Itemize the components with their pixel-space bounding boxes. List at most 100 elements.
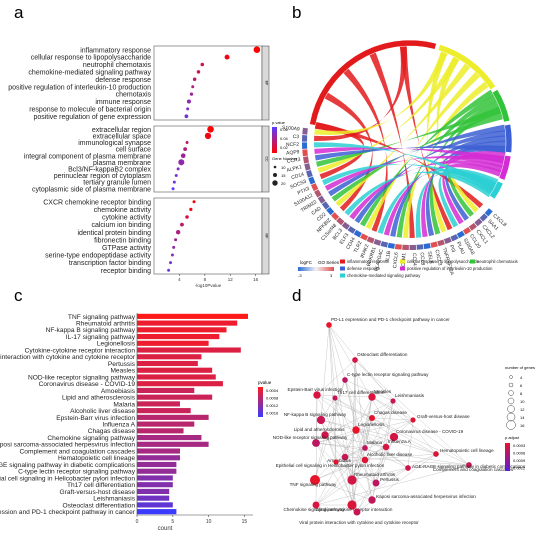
- network-edge: [324, 400, 394, 436]
- legend-size-tick: 14: [520, 415, 525, 420]
- legend-count-tick: 20: [281, 181, 286, 186]
- legend-size-tick: 6: [520, 383, 523, 388]
- bar: [137, 408, 191, 414]
- network-edge: [316, 359, 356, 396]
- gene-label: CCR3: [286, 157, 301, 165]
- facet-strip-label: BP: [265, 81, 269, 86]
- network-node: [347, 500, 357, 510]
- network-edge: [315, 394, 318, 506]
- bar: [137, 320, 238, 326]
- network-edge: [334, 397, 437, 455]
- network-node: [326, 322, 332, 328]
- legend-count-title: Gene Number: [272, 156, 298, 161]
- bar: [137, 509, 177, 515]
- network-edge: [364, 396, 373, 449]
- gene-label: CXCL3: [433, 249, 443, 266]
- network-node-label: TNF signaling pathway: [290, 482, 337, 487]
- gene-label: CD14: [291, 172, 305, 182]
- go-term-dot: [186, 107, 190, 111]
- category-label: Cytokine-cytokine receptor interaction: [25, 347, 136, 354]
- gene-logfc-arc: [308, 176, 316, 185]
- gene-label: BDKRB1: [366, 246, 378, 267]
- gene-label: PLAU: [455, 241, 466, 256]
- chord-ribbon: [446, 106, 502, 217]
- network-node-label: Influenza A: [388, 439, 412, 444]
- network-edge: [315, 479, 353, 506]
- legend-color-bar: [505, 443, 510, 471]
- go-term-label: defense response: [95, 77, 151, 84]
- network-edge: [314, 400, 394, 481]
- go-term-dot: [200, 62, 205, 67]
- network-node: [347, 475, 357, 485]
- gene-logfc-arc: [430, 241, 438, 248]
- category-label: C-type lectin receptor signaling pathway: [18, 469, 136, 476]
- gene-logfc-arc: [443, 236, 452, 244]
- legend-label: neutrophil chemotaxis: [477, 259, 518, 264]
- legend-title: pvalue: [258, 380, 272, 385]
- gene-logfc-arc: [456, 230, 465, 239]
- legend-size-tick: 10: [520, 399, 525, 404]
- network-edge: [320, 419, 437, 455]
- legend-size-circle: [506, 412, 516, 422]
- network-node: [341, 453, 349, 461]
- gene-label: CXCL6: [392, 252, 400, 269]
- go-term-label: positive regulation of interleukin-10 pr…: [8, 84, 151, 91]
- x-tick-label: 12: [228, 277, 234, 282]
- network-node: [368, 496, 376, 504]
- network-edge: [328, 324, 336, 399]
- go-term-dot: [183, 147, 188, 152]
- network-edge: [328, 324, 395, 438]
- network-edge: [315, 442, 470, 466]
- go-term-dot: [185, 215, 189, 219]
- chord-ribbon: [365, 71, 481, 230]
- network-edge: [316, 394, 373, 419]
- legend-size-tick: 8: [520, 391, 523, 396]
- go-term-label: chemokine activity: [94, 207, 152, 214]
- legend-size-tick: 16: [520, 423, 525, 428]
- network-edge: [351, 396, 373, 481]
- go-term-label: positive regulation of gene expression: [33, 114, 151, 121]
- gene-logfc-arc: [462, 226, 472, 235]
- series-arc: [489, 180, 504, 200]
- category-label: TNF signaling pathway: [68, 314, 136, 321]
- gene-logfc-arc: [314, 189, 322, 198]
- network-edge: [315, 419, 414, 444]
- bar: [137, 475, 173, 481]
- network-edge: [364, 459, 373, 501]
- network-edge: [355, 396, 373, 431]
- gene-logfc-arc: [336, 217, 345, 226]
- network-node: [333, 459, 339, 465]
- x-axis-label: count: [158, 526, 173, 532]
- category-label: Coronavirus disease - COVID-19: [39, 381, 136, 388]
- network-node: [362, 445, 368, 451]
- go-term-dot: [207, 126, 214, 133]
- network-edge: [320, 419, 377, 484]
- gene-logfc-arc: [468, 222, 477, 231]
- legend-size-tick: 4: [520, 375, 523, 380]
- category-label: Epstein-Barr virus infection: [56, 415, 135, 422]
- chord-ribbon: [314, 51, 448, 136]
- gene-logfc-arc: [423, 243, 431, 250]
- legend-color-tick: 0.0009: [513, 458, 526, 463]
- bar: [137, 435, 202, 441]
- gene-logfc-arc: [402, 244, 409, 250]
- network-edge: [328, 324, 377, 484]
- go-term-dot: [171, 187, 175, 191]
- category-label: Alcoholic liver disease: [70, 408, 135, 415]
- bar: [137, 455, 180, 461]
- x-tick-label: 5: [171, 519, 174, 525]
- network-node: [372, 479, 380, 487]
- go-term-dot: [192, 200, 196, 204]
- gene-label: TLR2: [353, 240, 364, 254]
- network-edge: [328, 324, 337, 463]
- series-arc: [498, 155, 512, 181]
- legend-swatch: [400, 259, 405, 264]
- network-node: [368, 393, 376, 401]
- network-node-label: Alcoholic liver disease: [367, 452, 413, 457]
- chord-ribbon: [429, 100, 500, 235]
- network-node-label: Chagas disease: [374, 410, 407, 415]
- legend-color-tick: 0.0006: [513, 451, 526, 456]
- go-term-label: cytoplasmic side of plasma membrane: [32, 186, 151, 193]
- go-term-label: identical protein binding: [77, 230, 151, 237]
